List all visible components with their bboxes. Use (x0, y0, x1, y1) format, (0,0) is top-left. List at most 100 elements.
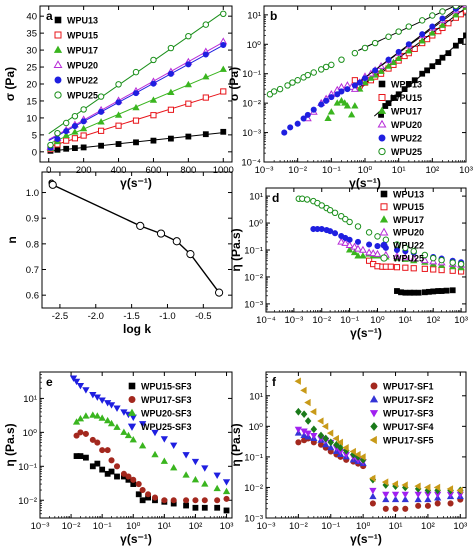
legend-label: WPU17-SF5 (383, 435, 434, 445)
panel-a: 0 200 400 600 800 1000 0 5 10 15 20 25 30 35 40 γ(s⁻¹) σ… (3, 5, 234, 190)
legend-label: WPU25-SF3 (141, 422, 192, 432)
data-point (77, 453, 84, 459)
y-tick-label: 10⁻¹ (244, 246, 263, 257)
data-point (98, 108, 105, 115)
legend-label: WPU20-SF3 (141, 408, 192, 418)
y-tick-label: 0.7 (26, 265, 39, 276)
data-point (328, 61, 335, 69)
y-tick-label: 25 (26, 63, 37, 74)
y-axis-title: σ (Pa) (227, 67, 241, 101)
data-point (309, 408, 317, 416)
x-tick-label: 400 (111, 165, 127, 176)
data-point (150, 80, 157, 87)
data-point (94, 460, 101, 467)
data-point (136, 221, 145, 230)
data-point (391, 491, 400, 499)
data-point (318, 202, 325, 209)
data-point (377, 67, 385, 74)
y-axis-title: η (Pa.s) (3, 423, 17, 466)
data-point (438, 256, 445, 264)
data-point (321, 422, 329, 430)
legend-marker (54, 91, 62, 99)
data-point (429, 12, 436, 19)
data-point (381, 478, 389, 486)
data-point (54, 129, 61, 137)
x-tick-label: -2.5 (52, 311, 68, 322)
data-point (424, 67, 431, 74)
data-point (405, 41, 412, 48)
legend-marker (369, 435, 377, 445)
data-point (391, 495, 400, 503)
data-point (201, 480, 209, 487)
data-point (322, 440, 330, 448)
data-point (310, 433, 318, 440)
data-point (104, 416, 112, 424)
legend-label: WPU25 (393, 253, 424, 263)
data-point (401, 481, 408, 489)
data-point (322, 434, 330, 443)
data-point (382, 236, 390, 243)
data-point (369, 492, 377, 500)
data-point (392, 505, 399, 512)
data-point (300, 431, 308, 439)
legend-marker (379, 215, 389, 223)
data-point (183, 497, 190, 504)
data-point (439, 8, 446, 15)
x-tick-label: 10¹ (389, 521, 403, 532)
x-tick-label: 10³ (454, 315, 468, 326)
data-point (402, 264, 409, 271)
data-point (213, 472, 221, 479)
legend-label: WPU13 (67, 15, 98, 25)
data-point (361, 44, 369, 52)
data-point (449, 259, 456, 266)
y-tick-label: 0 (32, 147, 37, 158)
panel-b: 10⁻³ 10⁻² 10⁻¹ 10⁰ 10¹ 10² 10³10⁻⁴10⁻³10⁻²10⁻¹… (227, 5, 473, 190)
data-point (405, 81, 412, 87)
data-point (214, 288, 224, 297)
y-tick-label: 10⁰ (247, 40, 262, 51)
data-point (351, 49, 359, 57)
data-point (438, 21, 447, 28)
x-tick-label: -0.5 (195, 311, 211, 322)
data-point (220, 41, 227, 49)
data-point (93, 412, 101, 419)
data-point (318, 226, 325, 233)
data-point (138, 442, 147, 449)
panel-letter: d (272, 191, 279, 205)
y-tick-label: 10¹ (23, 394, 37, 405)
x-tick-label: -2.0 (88, 311, 104, 322)
data-point (421, 251, 429, 259)
data-point (401, 253, 410, 261)
data-point (392, 252, 401, 260)
x-tick-label: 10² (421, 521, 435, 532)
data-point (219, 65, 227, 72)
y-tick-label: 15 (26, 96, 37, 107)
data-point (434, 500, 441, 507)
data-point (369, 500, 376, 507)
data-point (132, 68, 140, 76)
legend-label: WPU15-SF3 (141, 381, 192, 391)
data-point (222, 479, 231, 486)
data-point (114, 111, 123, 118)
data-point (395, 28, 402, 35)
data-point (151, 494, 159, 501)
y-tick-label: 35 (26, 29, 37, 40)
data-point (287, 124, 294, 131)
plot-frame (39, 371, 233, 519)
data-point (351, 82, 358, 89)
data-point (429, 63, 436, 70)
data-point (107, 402, 116, 409)
panel-letter: b (270, 9, 277, 23)
data-point (202, 73, 210, 80)
legend-marker (370, 382, 378, 390)
panel-c: -2.5 -2.0 -1.5 -1.0 -0.5 0.6 0.7 0.8 0.9 1.0 log k… (5, 171, 233, 336)
legend-label: WPU15 (393, 202, 424, 212)
y-axis-title: n (5, 236, 19, 243)
data-point (214, 497, 221, 504)
panel-e: 10⁻³ 10⁻² 10⁻¹ 10⁰ 10¹ 10² 10³ 10⁻² 10⁻¹ 10⁰ 10¹ γ(… (3, 371, 233, 546)
y-tick-label: 10⁻³ (242, 128, 261, 139)
data-point (462, 6, 466, 8)
data-point (167, 44, 175, 52)
data-point (446, 485, 454, 493)
